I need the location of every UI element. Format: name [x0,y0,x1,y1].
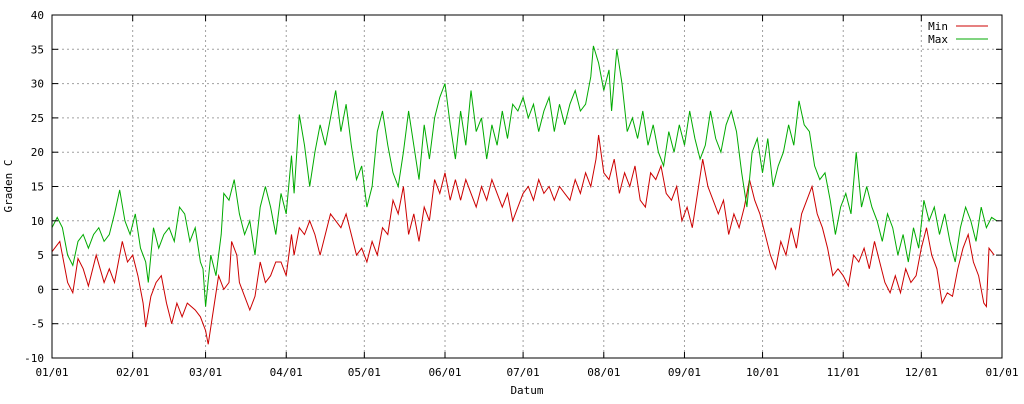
y-axis-label: Graden C [2,160,15,213]
x-tick-label: 02/01 [116,366,149,379]
y-tick-label: 35 [31,43,44,56]
x-tick-label: 12/01 [905,366,938,379]
y-tick-label: -5 [31,318,44,331]
x-tick-label: 09/01 [668,366,701,379]
x-tick-label: 06/01 [428,366,461,379]
y-tick-label: 40 [31,9,44,22]
legend-label-min: Min [928,20,948,33]
y-tick-label: 15 [31,181,44,194]
x-tick-label: 08/01 [587,366,620,379]
x-tick-label: 05/01 [348,366,381,379]
y-tick-label: 20 [31,146,44,159]
legend-label-max: Max [928,33,948,46]
y-tick-label: 25 [31,112,44,125]
x-tick-label: 11/01 [827,366,860,379]
x-tick-label: 07/01 [507,366,540,379]
y-tick-label: -10 [24,352,44,365]
series-line-min [51,134,995,345]
x-axis-label: Datum [510,384,543,397]
y-tick-label: 5 [37,249,44,262]
x-tick-label: 03/01 [189,366,222,379]
grid-layer [52,15,1002,358]
series-layer [51,45,998,345]
x-tick-label: 01/01 [985,366,1018,379]
y-tick-label: 30 [31,78,44,91]
y-tick-label: 10 [31,215,44,228]
series-line-max [51,45,998,307]
x-tick-label: 04/01 [270,366,303,379]
tick-layer: -10 -5 0 5 10 15 20 25 30 35 40 01/01 02/01 03/01 04/0… [24,9,1018,379]
x-tick-label: 01/01 [35,366,68,379]
y-tick-label: 0 [37,283,44,296]
x-tick-label: 10/01 [746,366,779,379]
